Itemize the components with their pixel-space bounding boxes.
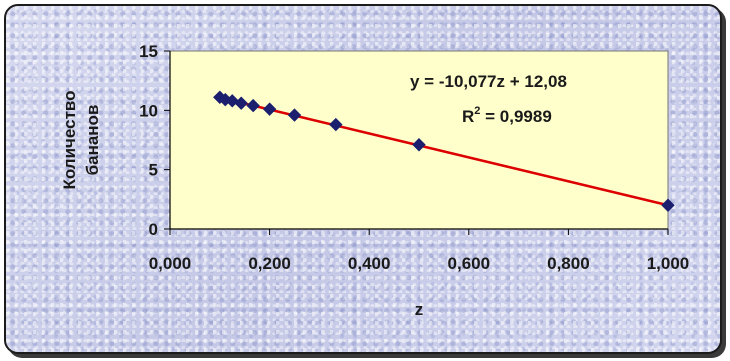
x-tick-label: 0,800: [547, 254, 590, 273]
data-points: [213, 90, 675, 212]
x-tick-label: 0,400: [348, 254, 391, 273]
data-point-marker: [329, 117, 343, 132]
x-axis-title: z: [415, 300, 424, 319]
data-point-marker: [234, 96, 248, 110]
y-tick-label: 10: [139, 101, 158, 120]
y-tick-label: 0: [149, 220, 158, 239]
y-tick-label: 5: [149, 161, 158, 180]
y-axis-title-line1: Количество: [60, 90, 79, 189]
data-point-marker: [661, 198, 675, 212]
y-axis-title: Количество бананов: [60, 90, 102, 189]
x-tick-label: 1,000: [647, 254, 690, 273]
r-squared-label: R2 = 0,9989: [462, 105, 552, 126]
data-point-marker: [287, 108, 302, 122]
x-tick-label: 0,000: [149, 254, 192, 273]
axis-ticks: 0 5 10 15 0,000 0,200 0,400 0,600 0,800 1,000: [139, 42, 689, 273]
trendline-equation: y = -10,077z + 12,08: [410, 72, 567, 91]
data-point-marker: [412, 138, 426, 152]
x-tick-label: 0,600: [448, 254, 491, 273]
y-tick-label: 15: [139, 42, 158, 61]
y-axis-title-line2: бананов: [83, 105, 102, 176]
data-point-marker: [246, 98, 260, 113]
data-point-marker: [262, 102, 277, 116]
x-tick-label: 0,200: [248, 254, 291, 273]
